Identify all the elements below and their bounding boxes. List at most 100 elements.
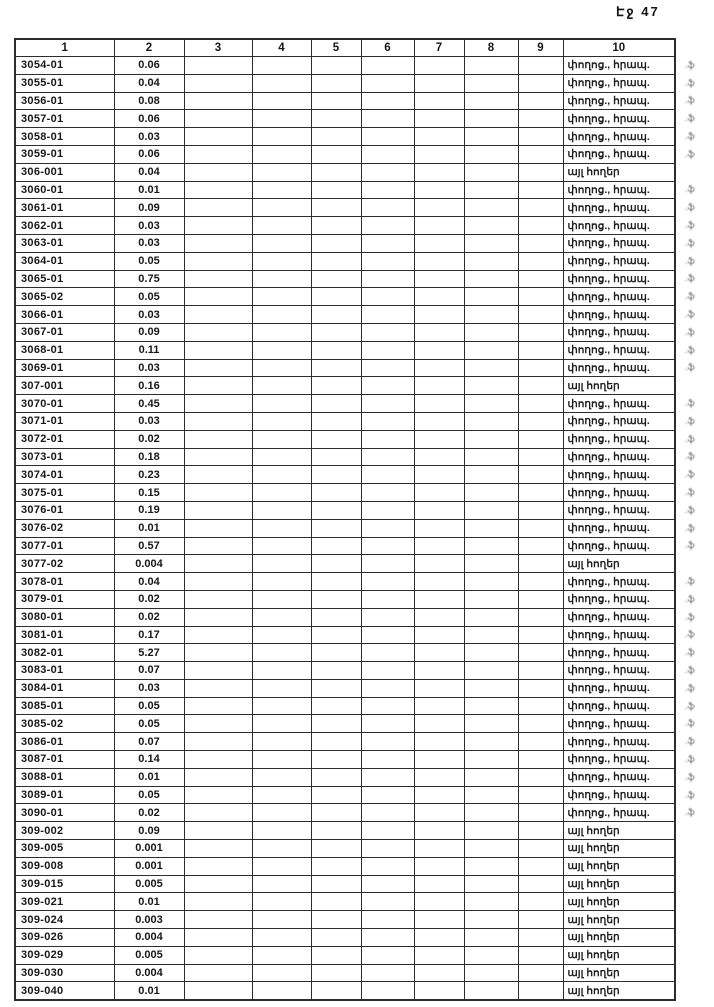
margin-mark <box>675 822 714 840</box>
empty-cell <box>413 963 465 983</box>
empty-cell <box>360 661 415 680</box>
parcel-code-cell: 3073-01 <box>14 447 115 467</box>
area-value-cell: 0.005 <box>113 874 185 894</box>
empty-cell <box>310 216 362 235</box>
empty-cell <box>183 785 253 805</box>
empty-cell <box>413 572 465 591</box>
empty-cell <box>463 839 519 858</box>
margin-mark: .ֆ <box>685 807 695 818</box>
table-row: 3065-02 0.05 փողոց., հրապ. .ֆ <box>14 287 714 307</box>
table-row: 309-026 0.004 այլ հողեր <box>14 928 714 947</box>
area-value-cell: 0.05 <box>113 696 185 716</box>
empty-cell <box>463 251 519 271</box>
empty-cell <box>517 305 564 324</box>
land-use-cell: փողոց., հրապ. <box>562 429 676 449</box>
parcel-code-cell: 3064-01 <box>14 251 115 271</box>
empty-cell <box>310 411 362 431</box>
empty-cell <box>183 180 253 200</box>
empty-cell <box>310 127 362 146</box>
empty-cell <box>413 554 465 574</box>
empty-cell <box>517 643 564 663</box>
empty-cell <box>251 554 312 574</box>
empty-cell <box>517 322 564 342</box>
table-row: 307-001 0.16 այլ հողեր <box>14 376 714 396</box>
empty-cell <box>517 340 564 360</box>
empty-cell <box>463 892 519 912</box>
area-value-cell: 0.04 <box>113 572 185 591</box>
margin-mark: .ֆ <box>685 664 695 675</box>
empty-cell <box>517 127 564 146</box>
area-value-cell: 0.01 <box>113 981 185 1002</box>
area-value-cell: 0.06 <box>113 56 185 75</box>
table-row: 3075-01 0.15 փողոց., հրապ. .ֆ <box>14 483 714 502</box>
margin-column-spacer <box>675 39 714 57</box>
empty-cell <box>310 750 362 769</box>
margin-mark <box>675 929 714 947</box>
empty-cell <box>413 180 465 200</box>
table-row: 309-015 0.005 այլ հողեր <box>14 874 714 894</box>
empty-cell <box>310 465 362 485</box>
area-value-cell: 0.09 <box>113 198 185 218</box>
land-use-cell: փողոց., հրապ. <box>562 661 676 680</box>
empty-cell <box>183 465 253 485</box>
empty-cell <box>413 910 465 930</box>
empty-cell <box>360 91 415 111</box>
empty-cell <box>183 91 253 111</box>
land-use-cell: փողոց., հրապ. <box>562 56 676 75</box>
empty-cell <box>463 874 519 894</box>
margin-mark: .ֆ <box>685 789 695 800</box>
empty-cell <box>517 607 564 627</box>
empty-cell <box>413 127 465 146</box>
empty-cell <box>360 56 415 75</box>
empty-cell <box>183 750 253 769</box>
area-value-cell: 0.01 <box>113 180 185 200</box>
parcel-code-cell: 3074-01 <box>14 465 115 485</box>
empty-cell <box>413 251 465 271</box>
empty-cell <box>310 144 362 164</box>
empty-cell <box>183 767 253 787</box>
margin-mark: .ֆ <box>685 451 695 462</box>
area-value-cell: 0.03 <box>113 358 185 378</box>
empty-cell <box>310 500 362 520</box>
area-value-cell: 0.09 <box>113 821 185 841</box>
empty-cell <box>310 483 362 502</box>
land-use-cell: այլ հողեր <box>562 839 676 858</box>
area-value-cell: 0.11 <box>113 340 185 360</box>
empty-cell <box>183 963 253 983</box>
margin-mark: .ֆ <box>685 682 695 693</box>
empty-cell <box>310 892 362 912</box>
parcel-code-cell: 3080-01 <box>14 607 115 627</box>
table-row: 309-030 0.004 այլ հողեր <box>14 963 714 983</box>
empty-cell <box>360 251 415 271</box>
empty-cell <box>360 572 415 591</box>
area-value-cell: 0.04 <box>113 162 185 182</box>
empty-cell <box>517 216 564 235</box>
empty-cell <box>463 785 519 805</box>
empty-cell <box>360 216 415 235</box>
land-use-cell: փողոց., հրապ. <box>562 305 676 324</box>
empty-cell <box>360 803 415 823</box>
table-row: 3087-01 0.14 փողոց., հրապ. .ֆ <box>14 750 714 769</box>
empty-cell <box>360 305 415 324</box>
empty-cell <box>251 589 312 609</box>
margin-mark: .ֆ <box>685 309 695 320</box>
land-use-cell: փողոց., հրապ. <box>562 589 676 609</box>
empty-cell <box>310 198 362 218</box>
empty-cell <box>463 429 519 449</box>
area-value-cell: 0.05 <box>113 287 185 307</box>
table-row: 3069-01 0.03 փողոց., հրապ. .ֆ <box>14 358 714 378</box>
table-row: 3059-01 0.06 փողոց., հրապ. .ֆ <box>14 144 714 164</box>
empty-cell <box>183 429 253 449</box>
empty-cell <box>183 287 253 307</box>
empty-cell <box>463 767 519 787</box>
margin-mark: .ֆ <box>685 771 695 782</box>
area-value-cell: 0.09 <box>113 322 185 342</box>
area-value-cell: 5.27 <box>113 643 185 663</box>
empty-cell <box>413 643 465 663</box>
area-value-cell: 0.57 <box>113 536 185 556</box>
table-row: 3076-01 0.19 փողոց., հրապ. .ֆ <box>14 500 714 520</box>
empty-cell <box>251 536 312 556</box>
empty-cell <box>251 981 312 1002</box>
empty-cell <box>413 767 465 787</box>
